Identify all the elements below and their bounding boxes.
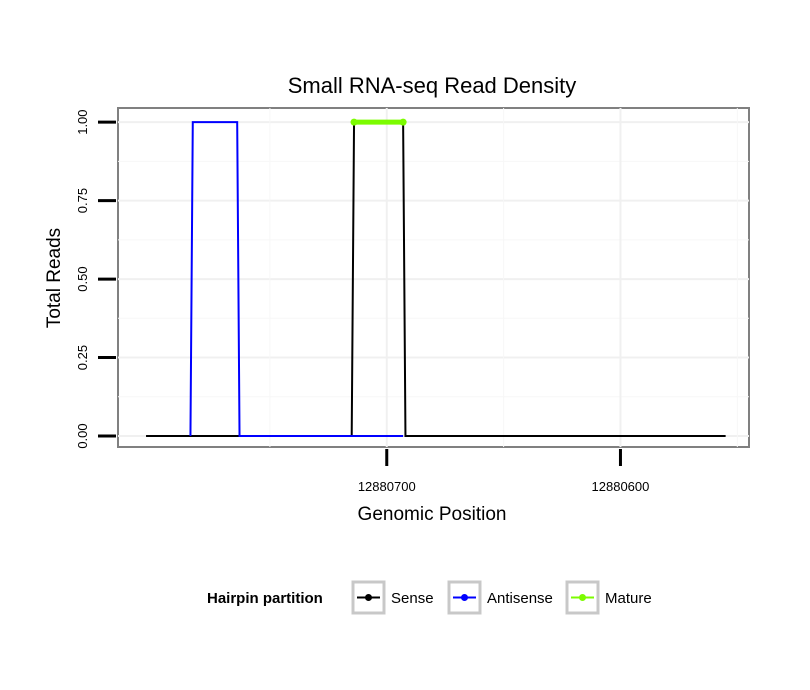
legend: Hairpin partition Sense Antisense Mature xyxy=(207,580,652,615)
legend-label-sense: Sense xyxy=(391,590,434,607)
plot-panel xyxy=(117,107,750,448)
series-mature-point xyxy=(350,118,358,126)
legend-title: Hairpin partition xyxy=(207,590,323,607)
legend-key-mature-point xyxy=(579,594,586,601)
legend-item-mature: Mature xyxy=(565,580,652,615)
legend-label-antisense: Antisense xyxy=(487,590,553,607)
grid-lines xyxy=(118,108,749,447)
legend-item-antisense: Antisense xyxy=(447,580,553,615)
x-tick-label: 12880600 xyxy=(592,479,650,494)
series-mature-point xyxy=(399,118,407,126)
series-layer xyxy=(146,118,726,438)
y-tick-label: 0.00 xyxy=(75,423,90,448)
legend-key-antisense-point xyxy=(461,594,468,601)
y-tick-label: 0.75 xyxy=(75,188,90,213)
legend-label-mature: Mature xyxy=(605,590,652,607)
y-tick-label: 0.50 xyxy=(75,266,90,291)
legend-item-sense: Sense xyxy=(351,580,434,615)
x-axis: 12880700 12880600 xyxy=(358,449,650,494)
chart-title: Small RNA-seq Read Density xyxy=(288,73,577,98)
x-tick-label: 12880700 xyxy=(358,479,416,494)
y-tick-label: 0.25 xyxy=(75,345,90,370)
y-tick-label: 1.00 xyxy=(75,109,90,134)
y-axis-title: Total Reads xyxy=(44,228,65,328)
legend-key-sense-point xyxy=(365,594,372,601)
series-antisense-line xyxy=(189,121,404,438)
y-axis: 0.00 0.25 0.50 0.75 1.00 xyxy=(75,109,116,449)
x-axis-title: Genomic Position xyxy=(358,504,507,525)
